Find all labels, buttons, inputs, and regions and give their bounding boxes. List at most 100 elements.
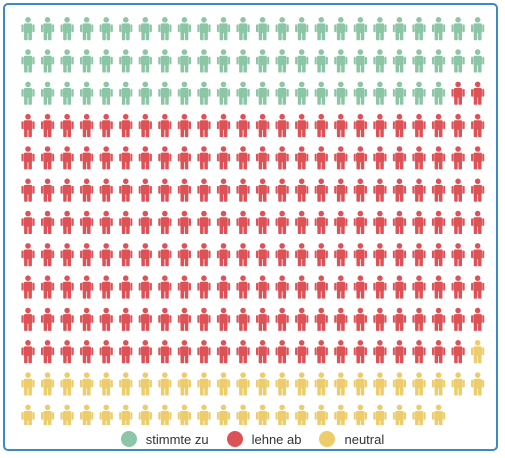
person-icon-neutral (431, 372, 446, 396)
person-icon-lehne-ab (216, 307, 231, 331)
person-icon-lehne-ab (451, 81, 465, 105)
person-icon-stimmte-zu (216, 17, 231, 41)
person-icon-lehne-ab (392, 243, 407, 267)
person-icon-neutral (177, 404, 191, 425)
person-icon-lehne-ab (392, 340, 407, 364)
person-icon-lehne-ab (431, 146, 446, 170)
person-icon-lehne-ab (471, 81, 485, 105)
person-icon-lehne-ab (451, 307, 465, 331)
person-icon-stimmte-zu (275, 17, 289, 41)
person-icon-lehne-ab (236, 307, 250, 331)
person-icon-lehne-ab (60, 243, 74, 267)
person-icon-neutral (40, 372, 55, 396)
person-icon-lehne-ab (216, 113, 231, 138)
person-icon-neutral (373, 372, 387, 396)
person-icon-stimmte-zu (80, 17, 94, 41)
legend-item-lehne-ab[interactable]: lehne ab (226, 431, 302, 447)
person-icon-lehne-ab (256, 307, 270, 331)
person-icon-neutral (119, 372, 133, 396)
person-icon-lehne-ab (353, 146, 367, 170)
person-icon-neutral (158, 404, 172, 425)
person-icon-stimmte-zu (373, 17, 387, 41)
person-icon-neutral (373, 404, 387, 425)
person-icon-lehne-ab (431, 307, 446, 331)
person-icon-lehne-ab (60, 146, 74, 170)
person-icon-lehne-ab (431, 178, 446, 202)
person-icon-lehne-ab (275, 275, 289, 299)
person-icon-neutral (158, 372, 172, 396)
person-icon-lehne-ab (99, 275, 113, 299)
person-icon-lehne-ab (177, 307, 191, 331)
person-icon-neutral (353, 404, 367, 425)
person-icon-lehne-ab (471, 307, 485, 331)
person-icon-lehne-ab (256, 178, 270, 202)
person-icon-lehne-ab (295, 146, 309, 170)
person-icon-stimmte-zu (236, 81, 250, 105)
person-icon-neutral (119, 404, 133, 425)
legend-swatch-stimmte-zu (120, 431, 137, 447)
person-icon-lehne-ab (412, 243, 426, 267)
person-icon-lehne-ab (392, 307, 407, 331)
person-icon-neutral (275, 372, 289, 396)
person-icon-stimmte-zu (353, 17, 367, 41)
person-icon-lehne-ab (119, 113, 133, 138)
person-icon-lehne-ab (197, 340, 211, 364)
person-icon-stimmte-zu (314, 49, 328, 73)
person-icon-lehne-ab (197, 243, 211, 267)
person-icon-stimmte-zu (138, 49, 152, 73)
person-icon-lehne-ab (197, 307, 211, 331)
person-icon-lehne-ab (158, 146, 172, 170)
person-icon-lehne-ab (353, 243, 367, 267)
person-icon-lehne-ab (80, 307, 94, 331)
legend-item-stimmte-zu[interactable]: stimmte zu (120, 431, 209, 447)
person-icon-lehne-ab (99, 210, 113, 234)
person-icon-lehne-ab (412, 275, 426, 299)
person-icon-stimmte-zu (412, 81, 426, 105)
person-icon-stimmte-zu (314, 81, 328, 105)
person-icon-lehne-ab (40, 210, 55, 234)
person-icon-stimmte-zu (256, 49, 270, 73)
person-icon-lehne-ab (99, 146, 113, 170)
person-icon-neutral (392, 404, 407, 425)
person-icon-lehne-ab (177, 340, 191, 364)
person-icon-lehne-ab (412, 307, 426, 331)
person-icon-lehne-ab (21, 210, 35, 234)
person-icon-lehne-ab (80, 146, 94, 170)
person-icon-lehne-ab (373, 243, 387, 267)
legend-swatch-lehne-ab (226, 431, 243, 447)
person-icon-lehne-ab (197, 178, 211, 202)
person-icon-stimmte-zu (236, 17, 250, 41)
person-icon-lehne-ab (236, 210, 250, 234)
legend-swatch-neutral (319, 431, 336, 447)
person-icon-lehne-ab (21, 275, 35, 299)
person-icon-stimmte-zu (177, 81, 191, 105)
person-icon-lehne-ab (295, 340, 309, 364)
person-icon-lehne-ab (314, 210, 328, 234)
person-icon-lehne-ab (60, 340, 74, 364)
legend-label-lehne-ab: lehne ab (251, 431, 302, 447)
person-icon-stimmte-zu (471, 49, 485, 73)
person-icon-lehne-ab (21, 307, 35, 331)
person-icon-lehne-ab (275, 178, 289, 202)
person-icon-lehne-ab (99, 113, 113, 138)
person-icon-lehne-ab (216, 340, 231, 364)
person-icon-lehne-ab (471, 113, 485, 138)
person-icon-stimmte-zu (431, 49, 446, 73)
person-icon-stimmte-zu (314, 17, 328, 41)
person-icon-lehne-ab (314, 113, 328, 138)
person-icon-stimmte-zu (197, 17, 211, 41)
person-icon-lehne-ab (80, 178, 94, 202)
person-icon-stimmte-zu (80, 81, 94, 105)
person-icon-neutral (177, 372, 191, 396)
person-icon-lehne-ab (60, 113, 74, 138)
person-icon-stimmte-zu (216, 81, 231, 105)
person-icon-lehne-ab (138, 275, 152, 299)
person-icon-neutral (40, 404, 55, 425)
person-icon-neutral (451, 372, 465, 396)
person-icon-lehne-ab (275, 113, 289, 138)
person-icon-lehne-ab (295, 243, 309, 267)
person-icon-lehne-ab (158, 275, 172, 299)
person-icon-lehne-ab (373, 307, 387, 331)
person-icon-lehne-ab (314, 340, 328, 364)
legend-item-neutral[interactable]: neutral (319, 431, 384, 447)
